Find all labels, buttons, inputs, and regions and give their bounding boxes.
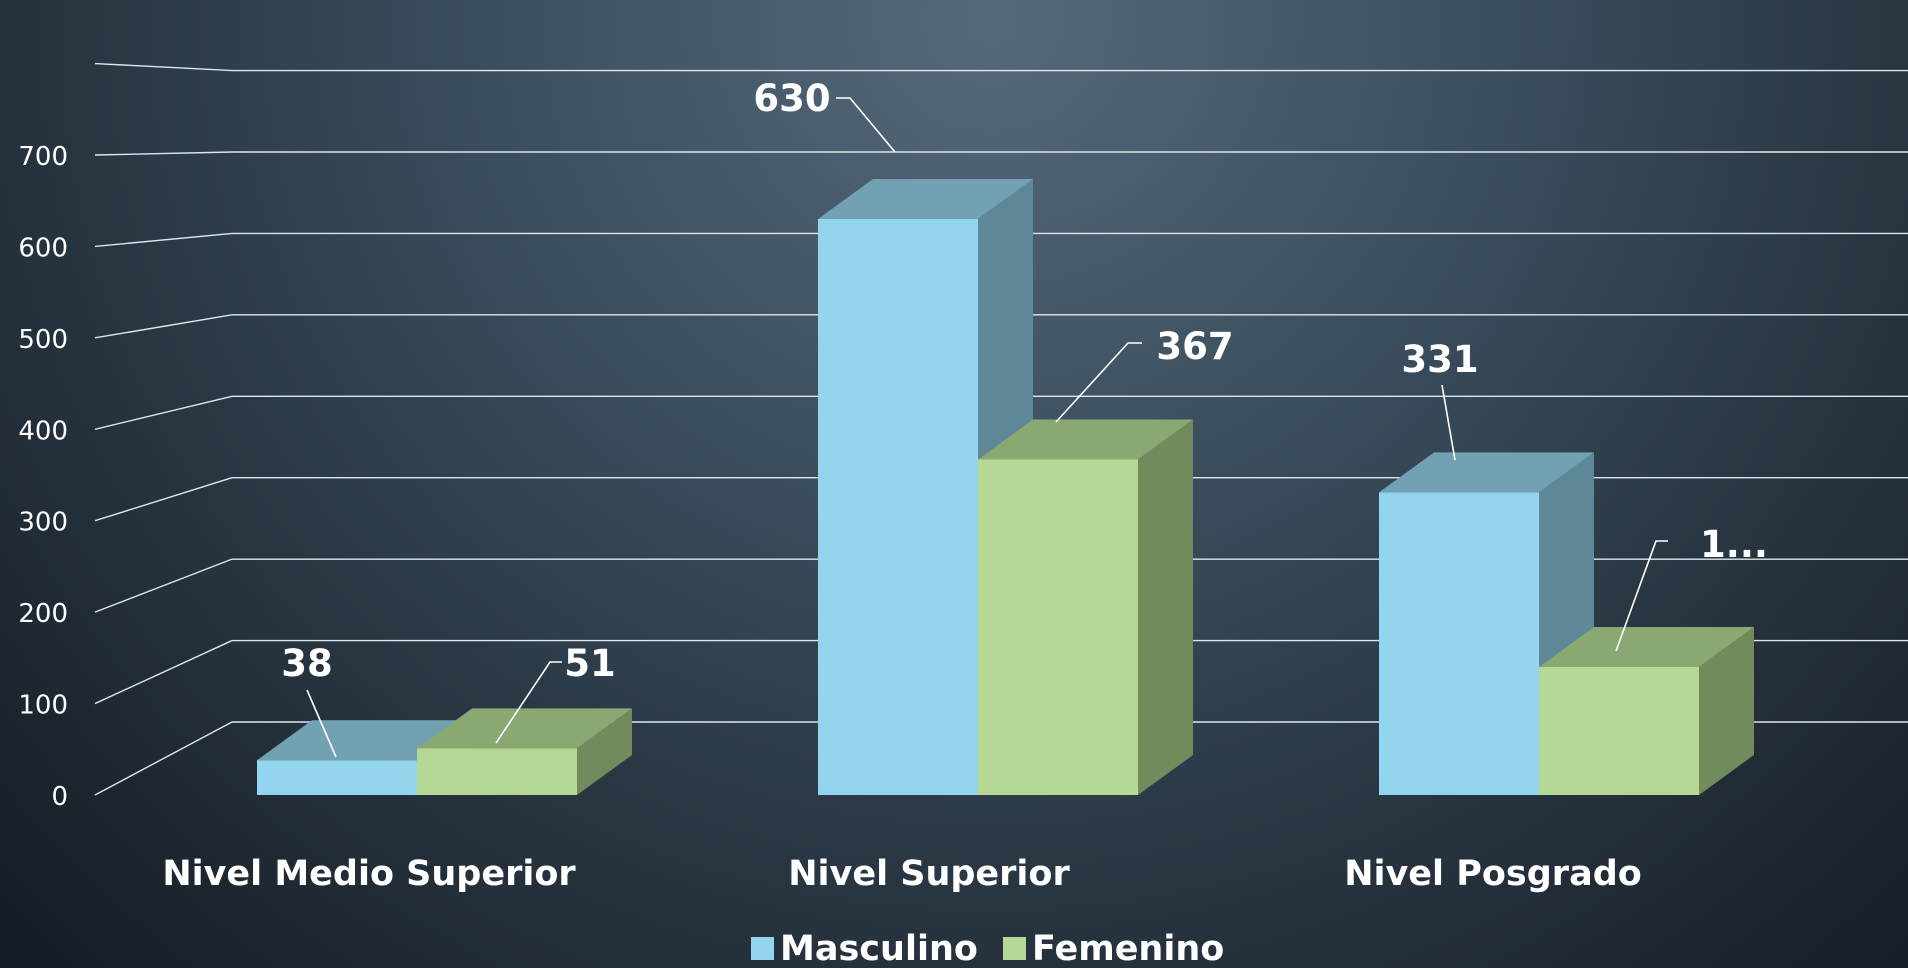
bar-top-face (1379, 452, 1594, 493)
bar (1539, 666, 1699, 795)
legend[interactable]: Masculino Femenino (751, 929, 1224, 968)
bar-group (818, 178, 1193, 796)
x-axis-categories: Nivel Medio Superior Nivel Superior Nivel … (162, 854, 1641, 894)
bar (818, 218, 978, 796)
data-label: 331 (1401, 338, 1478, 381)
bar-group (257, 708, 632, 795)
bar-side-face (1699, 626, 1754, 795)
y-tick-label: 700 (18, 142, 68, 172)
bars (257, 178, 1754, 796)
gridline-diagonal (94, 477, 233, 522)
y-tick-label: 200 (18, 599, 68, 629)
leader-line (1441, 384, 1456, 461)
y-axis-ticks: 0 100 200 300 400 500 600 700 (18, 142, 68, 812)
legend-item[interactable]: Masculino (751, 929, 978, 968)
legend-swatch (1003, 937, 1026, 960)
data-label: 1... (1700, 523, 1768, 566)
legend-label: Femenino (1032, 929, 1224, 968)
bar-top-face (978, 419, 1193, 460)
leader-line (306, 689, 337, 758)
gridline-diagonal (94, 639, 233, 705)
bar-side-face (577, 708, 632, 795)
y-tick-label: 500 (18, 325, 68, 355)
data-label: 630 (753, 77, 830, 120)
bar-top-face (1539, 626, 1754, 667)
x-category-label: Nivel Medio Superior (162, 854, 576, 894)
gridline-diagonal (94, 395, 233, 430)
leader-line (495, 661, 562, 744)
bar (417, 748, 577, 795)
gridline-diagonal (94, 62, 233, 72)
x-category-label: Nivel Superior (788, 854, 1070, 894)
data-label: 51 (564, 642, 616, 685)
legend-item[interactable]: Femenino (1003, 929, 1224, 968)
y-tick-label: 0 (51, 782, 68, 812)
x-category-label: Nivel Posgrado (1344, 854, 1642, 894)
legend-label: Masculino (780, 929, 978, 968)
data-label: 38 (281, 642, 333, 685)
y-tick-label: 600 (18, 233, 68, 263)
leader-line (1615, 540, 1668, 652)
bar (978, 459, 1138, 795)
bar-top-face (818, 178, 1033, 219)
y-tick-label: 400 (18, 416, 68, 446)
bar-top-face (417, 708, 632, 749)
bar-group (1379, 452, 1754, 795)
data-labels: 38 51 630 367 331 1... (281, 77, 1768, 758)
y-tick-label: 300 (18, 508, 68, 538)
gridline-diagonal (94, 721, 233, 796)
data-label: 367 (1156, 325, 1233, 368)
gridline-diagonal (94, 314, 233, 339)
gridline-diagonal (94, 232, 233, 248)
legend-swatch (751, 937, 774, 960)
bar (257, 760, 417, 795)
gridline-diagonal (94, 558, 233, 613)
bar (1379, 492, 1539, 795)
gridline-diagonal (94, 151, 233, 156)
y-tick-label: 100 (18, 691, 68, 721)
leader-line (836, 97, 896, 153)
bar-side-face (1138, 419, 1193, 795)
leader-line (1055, 342, 1142, 423)
